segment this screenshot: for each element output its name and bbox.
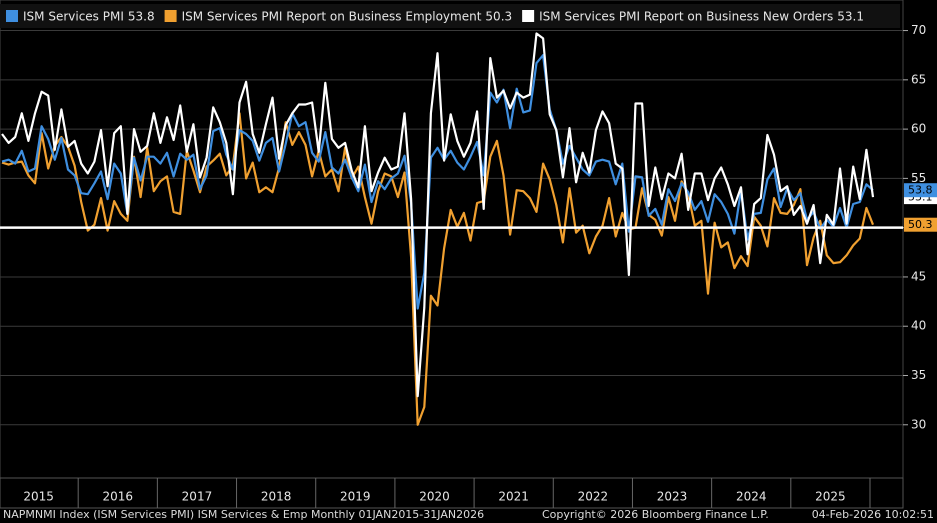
legend: ISM Services PMI 53.8 ISM Services PMI Rep… [0,4,900,28]
y-tick-label: 65 [911,72,926,86]
y-tick-label: 40 [911,319,926,333]
source-note: NAPMNMI Index (ISM Services PMI) ISM Ser… [3,508,484,521]
legend-name: ISM Services PMI Report on Business Empl… [182,9,482,23]
x-tick-label: 2017 [182,490,213,504]
legend-entry: ISM Services PMI Report on Business Empl… [182,9,513,23]
x-tick-label: 2022 [578,490,609,504]
y-tick-label: 30 [911,417,926,431]
y-tick-label: 45 [911,269,926,283]
series-line [1,54,874,310]
legend-swatch [6,10,18,22]
x-tick-label: 2025 [815,490,846,504]
x-tick-label: 2015 [23,490,54,504]
last-value-tag [904,217,937,232]
x-tick-label: 2023 [657,490,688,504]
y-tick-label: 35 [911,368,926,382]
y-tick-label: 55 [911,171,926,185]
legend-entry: ISM Services PMI 53.8 [23,9,155,23]
x-tick-label: 2021 [498,490,529,504]
series-line [1,32,875,398]
x-tick-label: 2020 [419,490,450,504]
legend-value: 50.3 [485,9,512,23]
y-tick-label: 60 [911,122,926,136]
legend-name: ISM Services PMI Report on Business New … [539,9,833,23]
x-tick-label: 2024 [736,490,767,504]
last-value-label: 53.8 [908,184,933,197]
legend-value: 53.8 [128,9,155,23]
x-tick-label: 2016 [102,490,133,504]
legend-value: 53.1 [837,9,864,23]
y-tick-label: 70 [911,23,926,37]
copyright: Copyright© 2026 Bloomberg Finance L.P. [542,508,769,521]
timestamp: 04-Feb-2026 10:02:51 [812,508,934,521]
series-line [1,112,875,426]
last-value-label: 50.3 [908,218,933,231]
legend-swatch [164,10,177,22]
x-tick-label: 2019 [340,490,371,504]
legend-name: ISM Services PMI [23,9,124,23]
x-axis-band [0,477,904,509]
legend-entry: ISM Services PMI Report on Business New … [539,9,864,23]
legend-bg [0,4,900,28]
legend-swatch [522,10,535,22]
x-tick-label: 2018 [261,490,292,504]
last-value-tag [904,183,937,198]
